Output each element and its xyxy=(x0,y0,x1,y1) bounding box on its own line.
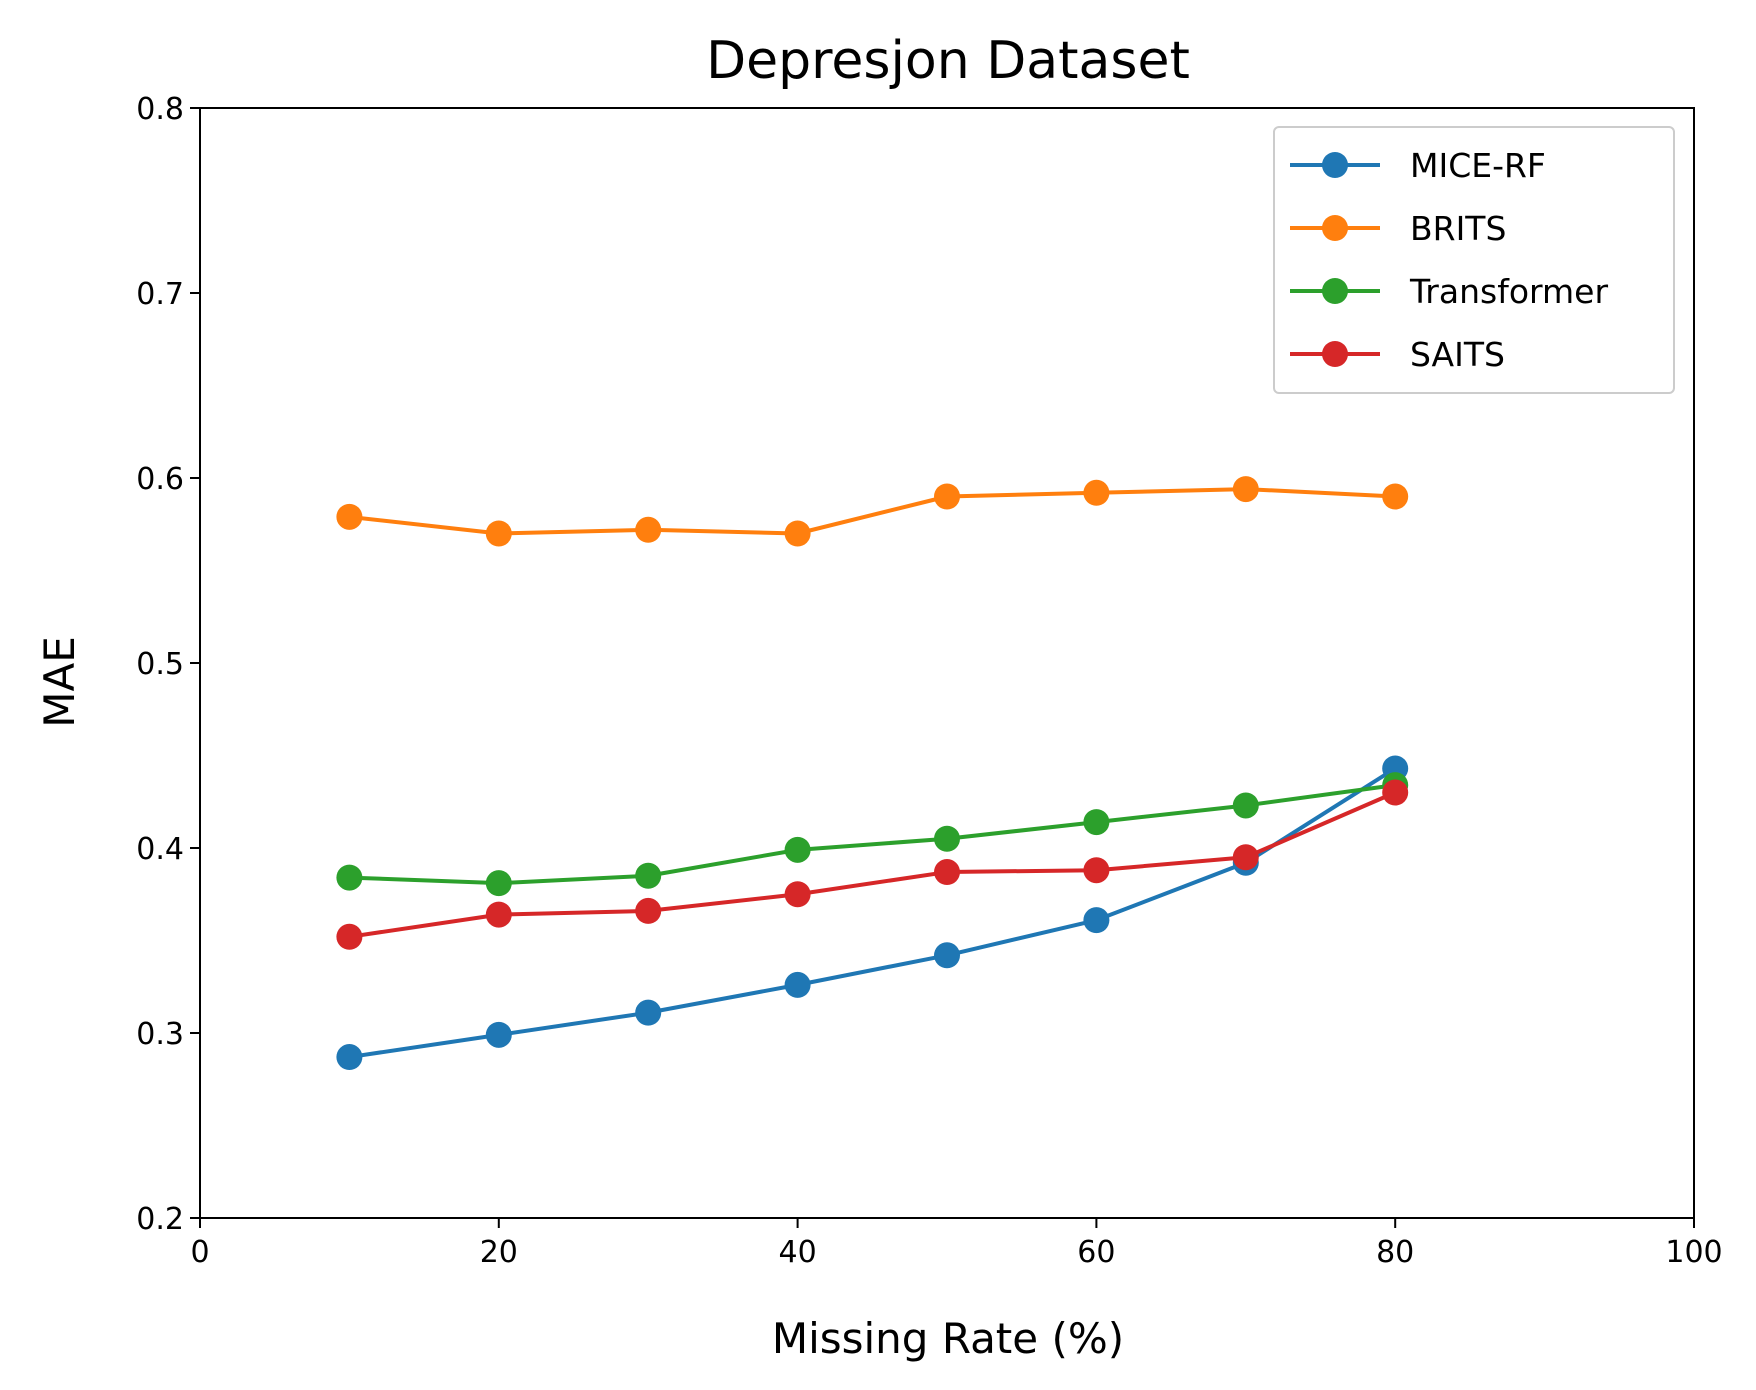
legend-label: MICE-RF xyxy=(1410,146,1546,185)
legend-label: SAITS xyxy=(1410,335,1505,374)
legend-entry: MICE-RF xyxy=(1290,146,1546,185)
plot-area: 0 20 40 60 80 100 0.2 0.3 0.4 0.5 0.6 0.7 0.8 xyxy=(136,92,1722,1270)
y-tick-label: 0.7 xyxy=(136,277,184,312)
data-point xyxy=(1232,476,1259,503)
data-point xyxy=(934,483,960,510)
x-tick-label: 100 xyxy=(1665,1235,1722,1270)
data-point xyxy=(1083,809,1110,836)
legend-label: Transformer xyxy=(1409,272,1608,311)
y-tick-label: 0.8 xyxy=(136,92,184,127)
y-tick-label: 0.4 xyxy=(136,832,184,867)
x-tick-label: 20 xyxy=(480,1235,518,1270)
y-tick-label: 0.2 xyxy=(136,1202,184,1237)
data-point xyxy=(485,520,512,547)
data-point xyxy=(336,923,363,950)
legend-marker xyxy=(1322,278,1348,304)
legend-marker xyxy=(1322,152,1348,178)
data-point xyxy=(1083,479,1110,506)
data-point xyxy=(934,942,960,969)
data-point xyxy=(934,859,960,886)
series-line xyxy=(349,790,1396,939)
chart-title: Depresjon Dataset xyxy=(706,31,1190,91)
series-line xyxy=(349,487,1396,536)
legend-marker xyxy=(1322,215,1348,241)
series-saits xyxy=(336,779,1409,950)
data-point xyxy=(1083,907,1110,934)
data-point xyxy=(485,870,512,897)
data-point xyxy=(1232,844,1259,871)
x-axis-label: Missing Rate (%) xyxy=(772,1314,1124,1363)
legend-entry: SAITS xyxy=(1290,335,1505,374)
data-point xyxy=(336,1044,363,1071)
data-point xyxy=(336,864,363,891)
x-tick-label: 40 xyxy=(779,1235,817,1270)
data-point xyxy=(485,901,512,928)
legend-label: BRITS xyxy=(1410,209,1506,248)
x-tick-label: 0 xyxy=(190,1235,209,1270)
series-transformer xyxy=(336,772,1409,897)
data-point xyxy=(485,1021,512,1048)
data-point xyxy=(1382,483,1409,510)
data-point xyxy=(1083,857,1110,884)
legend-marker xyxy=(1322,341,1348,367)
data-point xyxy=(336,503,363,530)
series-line xyxy=(349,766,1397,1060)
legend-entry: Transformer xyxy=(1290,272,1608,311)
legend-box xyxy=(1273,126,1675,394)
series-line xyxy=(349,783,1396,886)
y-tick-label: 0.6 xyxy=(136,462,184,497)
data-point xyxy=(784,520,811,547)
data-point xyxy=(1382,779,1409,806)
y-axis-label: MAE xyxy=(35,636,84,728)
y-tick-label: 0.5 xyxy=(136,647,184,682)
series-brits xyxy=(336,476,1409,547)
data-point xyxy=(784,971,811,998)
data-point xyxy=(784,881,811,908)
data-point xyxy=(1232,792,1259,819)
data-point xyxy=(784,836,811,863)
x-tick-label: 60 xyxy=(1077,1235,1115,1270)
legend-entry: BRITS xyxy=(1290,209,1506,248)
data-point xyxy=(635,862,662,889)
series-mice-rf xyxy=(336,755,1409,1071)
y-tick-label: 0.3 xyxy=(136,1017,184,1052)
data-point xyxy=(635,897,662,924)
x-tick-label: 80 xyxy=(1376,1235,1414,1270)
data-point xyxy=(635,516,662,543)
legend: MICE-RF BRITS Transformer SAITS xyxy=(1273,126,1675,394)
data-point xyxy=(635,999,662,1026)
data-point xyxy=(934,825,960,852)
